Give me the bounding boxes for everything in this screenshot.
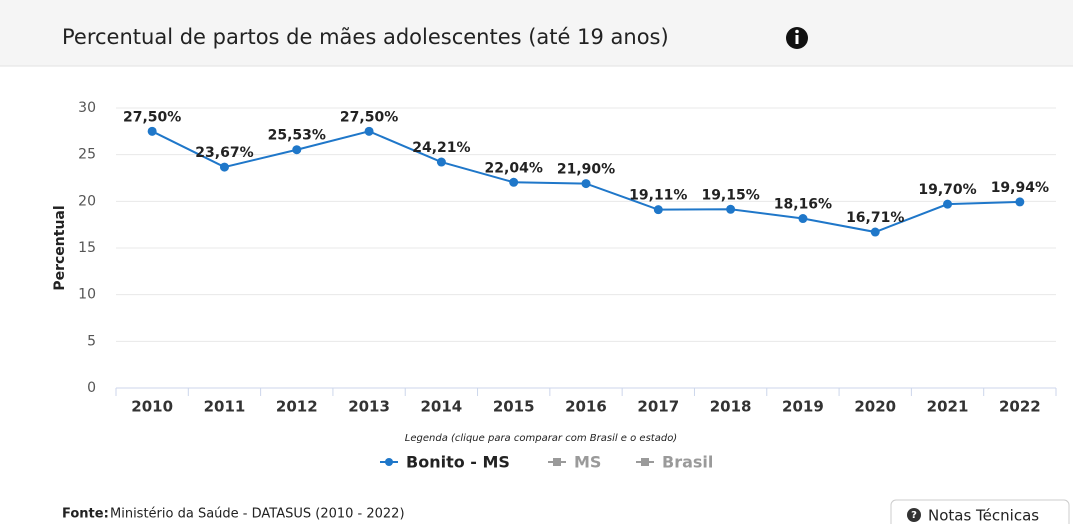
button-label[interactable]: Notas Técnicas [928, 507, 1039, 524]
x-tick-label: 2017 [637, 398, 679, 416]
point[interactable] [581, 179, 591, 189]
source-label: Fonte: [62, 507, 109, 522]
y-tick-label: 25 [78, 147, 96, 163]
legend-entry[interactable]: MS [574, 453, 601, 472]
point[interactable] [509, 177, 519, 187]
source: Ministério da Saúde - DATASUS (2010 - 20… [110, 507, 405, 522]
point[interactable] [726, 204, 736, 214]
x-tick-label: 2016 [565, 398, 607, 416]
y-axis-label: Percentual [52, 205, 68, 290]
x-tick-label: 2021 [927, 398, 969, 416]
x-tick-label: 2014 [421, 398, 463, 416]
value-label: 19,11% [629, 188, 687, 204]
y-tick-label: 20 [78, 193, 96, 209]
x-tick-label: 2010 [131, 398, 173, 416]
point[interactable] [870, 227, 880, 237]
value-label: 19,94% [991, 180, 1049, 196]
point[interactable] [943, 199, 953, 209]
x-tick-label: 2013 [348, 398, 390, 416]
point[interactable] [292, 145, 302, 155]
point[interactable] [364, 126, 374, 136]
value-label: 27,50% [123, 109, 181, 125]
value-label: 19,15% [701, 187, 759, 203]
value-label: 21,90% [557, 162, 615, 178]
x-tick-label: 2015 [493, 398, 535, 416]
value-label: 19,70% [918, 182, 976, 198]
value-label: 23,67% [195, 145, 253, 161]
chart-title: Percentual de partos de mães adolescente… [62, 25, 669, 49]
point[interactable] [1015, 197, 1025, 207]
x-tick-label: 2018 [710, 398, 752, 416]
point[interactable] [147, 126, 157, 136]
value-label: 27,50% [340, 109, 398, 125]
point[interactable] [436, 157, 446, 167]
point[interactable] [219, 162, 229, 172]
legend-entry[interactable]: Brasil [662, 453, 713, 472]
info-icon[interactable] [786, 27, 808, 49]
legend-marker[interactable] [641, 458, 649, 466]
value-label: 24,21% [412, 140, 470, 156]
x-tick-label: 2012 [276, 398, 318, 416]
y-tick-label: 0 [87, 380, 96, 396]
header-band [0, 0, 1073, 66]
value-label: 25,53% [268, 128, 326, 144]
point[interactable] [653, 205, 663, 215]
value-label: 22,04% [485, 160, 543, 176]
value-label: 16,71% [846, 210, 904, 226]
point[interactable] [798, 214, 808, 224]
legend-marker[interactable] [385, 458, 393, 466]
x-tick-label: 2019 [782, 398, 824, 416]
legend-entry[interactable]: Bonito - MS [406, 453, 510, 472]
value-label: 18,16% [774, 197, 832, 213]
x-tick-label: 2022 [999, 398, 1041, 416]
svg-text:?: ? [911, 510, 917, 521]
x-tick-label: 2020 [854, 398, 896, 416]
y-tick-label: 5 [87, 333, 96, 349]
notes-button[interactable]: ? Notas Técnicas [890, 499, 1070, 524]
legend-marker[interactable] [553, 458, 561, 466]
y-tick-label: 15 [78, 240, 96, 256]
y-tick-label: 10 [78, 287, 96, 303]
y-tick-label: 30 [78, 100, 96, 116]
legend-caption: Legenda (clique para comparar com Brasil… [405, 433, 677, 444]
x-tick-label: 2011 [204, 398, 246, 416]
